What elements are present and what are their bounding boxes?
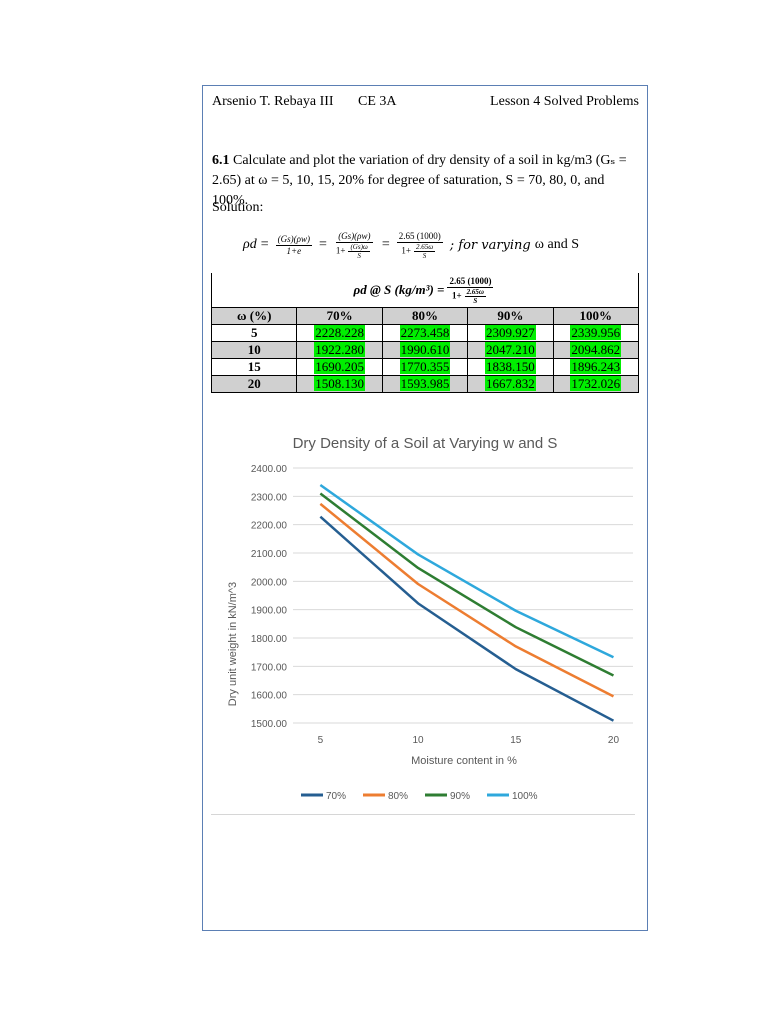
y-axis-label: Dry unit weight in kN/m^3 [227, 582, 239, 706]
series-line-90pct [319, 492, 615, 677]
page-header: Arsenio T. Rebaya III CE 3A Lesson 4 Sol… [212, 92, 639, 112]
document-page: Arsenio T. Rebaya III CE 3A Lesson 4 Sol… [202, 85, 648, 931]
y-tick-label: 1600.00 [251, 691, 288, 702]
table-cell: 2047.210 [484, 342, 536, 357]
equation-fraction-2: (Gs)(ρw) 1+ (Gs)ω S [335, 230, 373, 260]
table-row: 5 2228.228 2273.458 2309.927 2339.956 [210, 324, 640, 342]
problem-text: Calculate and plot the variation of dry … [212, 153, 627, 208]
table-cell: 2339.956 [570, 325, 622, 340]
y-tick-label: 1900.00 [251, 606, 288, 617]
x-axis-label: Moisture content in % [411, 755, 517, 767]
table-cell: 1593.985 [399, 376, 451, 391]
legend-label: 80% [388, 791, 408, 802]
y-tick-label: 2100.00 [251, 549, 288, 560]
table-cell: 1690.205 [314, 359, 365, 374]
dry-density-chart: Dry Density of a Soil at Varying w and S… [203, 421, 647, 816]
y-tick-label: 1800.00 [251, 634, 288, 645]
table-row: 15 1690.205 1770.355 1838.150 1896.243 [210, 358, 640, 376]
table-cell-moisture: 5 [210, 324, 298, 342]
column-header: 80% [381, 307, 469, 325]
series-line-80pct [319, 502, 615, 698]
dry-density-table: ρd @ S (kg/m³) = 2.65 (1000) 1+ 2.65ω S ω … [210, 273, 640, 393]
legend-label: 100% [512, 791, 538, 802]
y-tick-label: 2200.00 [251, 521, 288, 532]
table-cell: 1922.280 [314, 342, 365, 357]
series-line-100pct [319, 483, 614, 659]
table-cell: 1896.243 [570, 359, 622, 374]
column-header: ω (%) [210, 307, 298, 325]
legend-label: 90% [450, 791, 470, 802]
chart-title: Dry Density of a Soil at Varying w and S [293, 435, 558, 452]
divider [211, 814, 635, 815]
table-cell: 1990.610 [399, 342, 451, 357]
y-tick-label: 2000.00 [251, 577, 288, 588]
column-header: 100% [552, 307, 640, 325]
author-name: Arsenio T. Rebaya III [212, 94, 334, 109]
dry-density-equation: ρd = (Gs)(ρw) 1+e = (Gs)(ρw) 1+ (Gs)ω S = … [243, 230, 579, 260]
x-tick-label: 10 [412, 735, 424, 746]
table-row: 10 1922.280 1990.610 2047.210 2094.862 [210, 341, 640, 359]
equation-lhs: ρd [243, 237, 257, 252]
table-cell: 1770.355 [399, 359, 451, 374]
table-cell: 2273.458 [399, 325, 451, 340]
table-cell: 1508.130 [314, 376, 365, 391]
column-header: 90% [467, 307, 554, 325]
column-header: 70% [296, 307, 383, 325]
table-cell-moisture: 15 [210, 358, 298, 376]
y-tick-label: 1700.00 [251, 662, 288, 673]
x-tick-label: 15 [510, 735, 522, 746]
table-cell: 2309.927 [484, 325, 536, 340]
table-cell-moisture: 10 [210, 341, 298, 359]
table-header-row: ω (%) 70% 80% 90% 100% [210, 307, 640, 325]
table-cell: 1838.150 [484, 359, 536, 374]
table-cell: 2094.862 [570, 342, 622, 357]
line-chart: Dry Density of a Soil at Varying w and S… [227, 435, 633, 802]
series-line-70pct [319, 515, 615, 722]
y-tick-label: 2400.00 [251, 464, 288, 475]
table-cell: 1732.026 [570, 376, 622, 391]
table-row: 20 1508.130 1593.985 1667.832 1732.026 [210, 375, 640, 393]
y-tick-label: 2300.00 [251, 492, 288, 503]
course-code: CE 3A [358, 94, 397, 109]
equation-fraction-3: 2.65 (1000) 1+ 2.65ω S [396, 230, 443, 260]
equation-fraction-1: (Gs)(ρw) 1+e [275, 233, 312, 256]
table-cell: 2228.228 [314, 325, 365, 340]
solution-label: Solution: [212, 200, 264, 215]
x-tick-label: 5 [318, 735, 324, 746]
table-cell: 1667.832 [484, 376, 536, 391]
x-tick-label: 20 [608, 735, 620, 746]
legend-label: 70% [326, 791, 346, 802]
problem-number: 6.1 [212, 153, 230, 168]
equation-tail: ω and S [534, 237, 579, 252]
table-cell-moisture: 20 [210, 375, 298, 393]
y-tick-label: 1500.00 [251, 719, 288, 730]
table-title: ρd @ S (kg/m³) = 2.65 (1000) 1+ 2.65ω S [211, 273, 639, 307]
lesson-title: Lesson 4 Solved Problems [490, 94, 639, 109]
problem-statement: 6.1 Calculate and plot the variation of … [212, 151, 639, 211]
equation-tail-italic: ; for varying [449, 237, 531, 253]
